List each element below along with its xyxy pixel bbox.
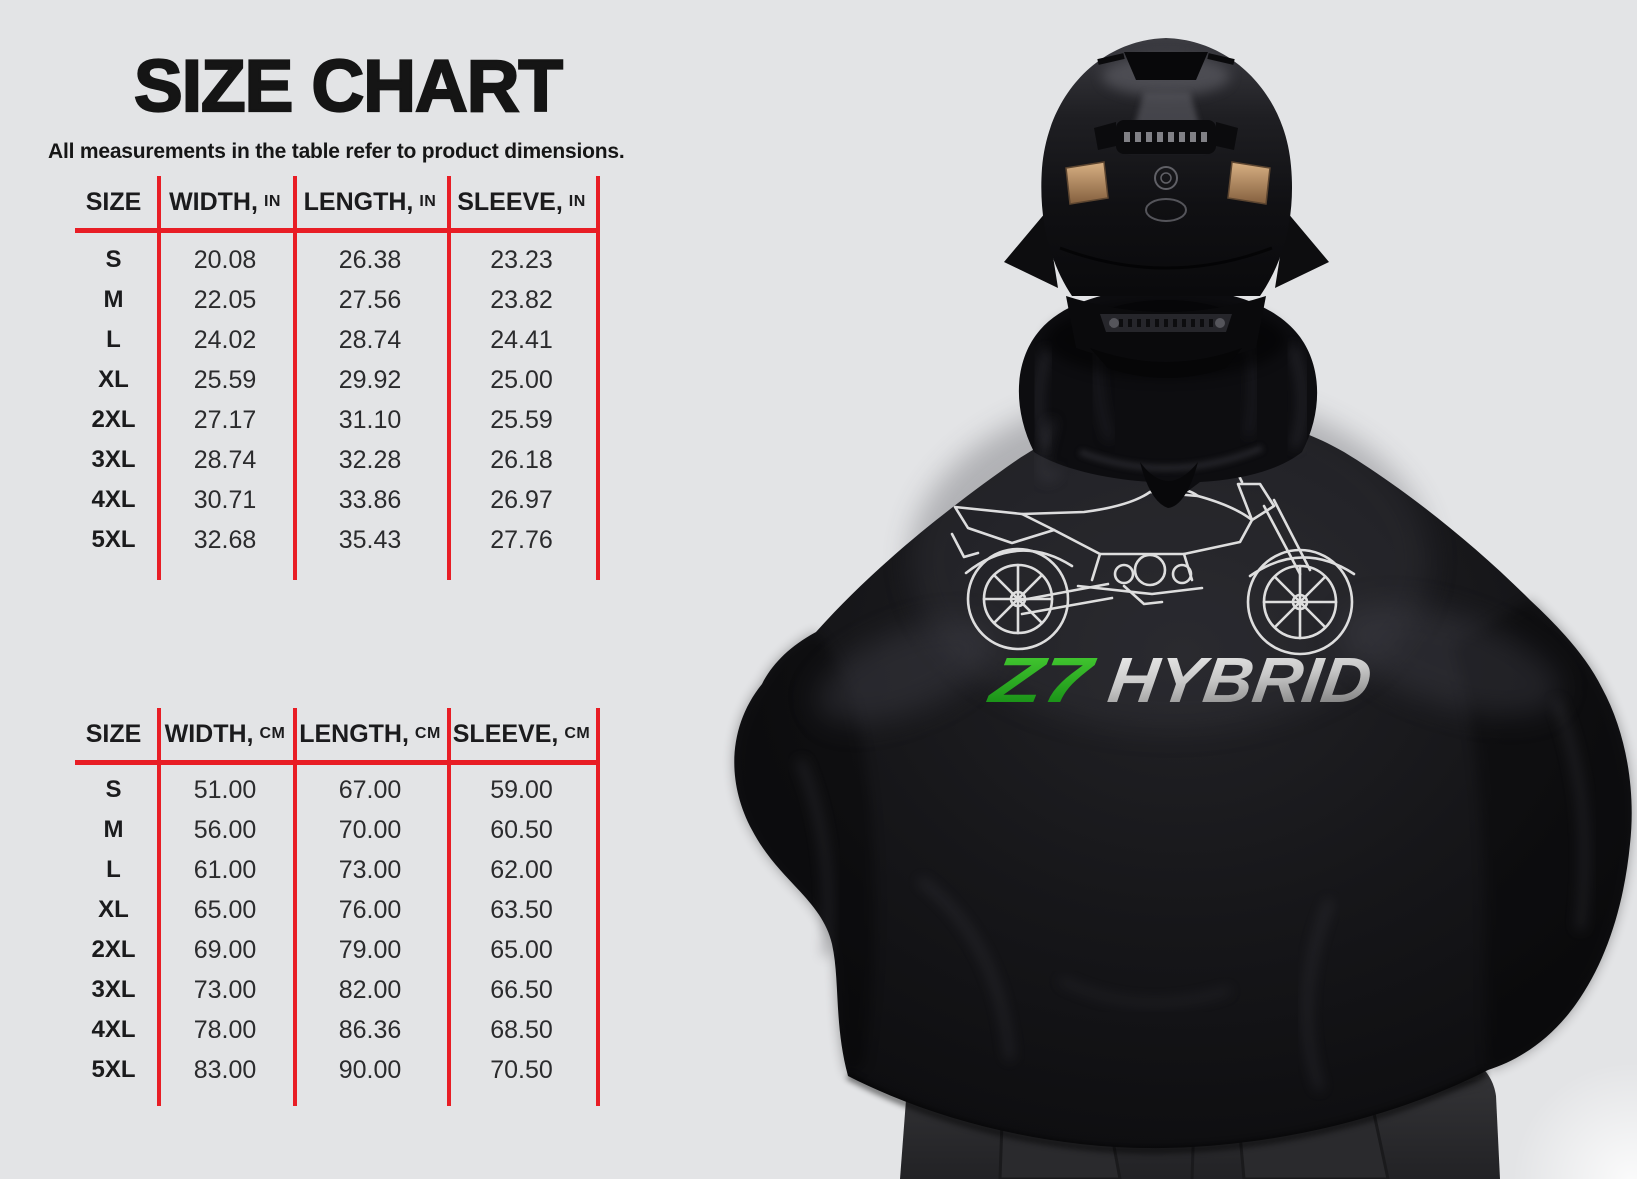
hoodie-body [734, 390, 1632, 1154]
print-z7: Z7 [983, 644, 1100, 716]
print-text: Z7 HYBRID [983, 644, 1376, 716]
print-hybrid: HYBRID [1104, 644, 1376, 716]
corner-glow [1512, 1062, 1637, 1179]
model-figure: Z7 HYBRID [734, 38, 1632, 1179]
motorcycle-graphic [950, 428, 1356, 656]
helmet [1004, 38, 1329, 378]
